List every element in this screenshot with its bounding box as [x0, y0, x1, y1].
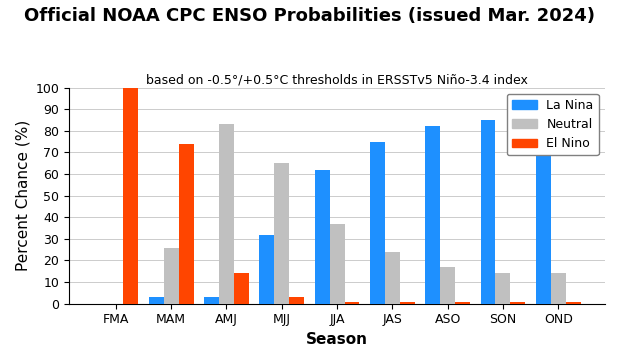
- Bar: [123, 88, 138, 304]
- Bar: [536, 120, 551, 304]
- Bar: [440, 267, 455, 304]
- Y-axis label: Percent Chance (%): Percent Chance (%): [15, 120, 30, 271]
- Bar: [370, 142, 385, 304]
- Bar: [290, 297, 304, 304]
- Legend: La Nina, Neutral, El Nino: La Nina, Neutral, El Nino: [507, 94, 599, 155]
- Bar: [345, 302, 360, 304]
- Text: Official NOAA CPC ENSO Probabilities (issued Mar. 2024): Official NOAA CPC ENSO Probabilities (is…: [25, 7, 595, 25]
- Title: based on -0.5°/+0.5°C thresholds in ERSSTv5 Niño-3.4 index: based on -0.5°/+0.5°C thresholds in ERSS…: [146, 73, 528, 87]
- Bar: [219, 124, 234, 304]
- X-axis label: Season: Season: [306, 332, 368, 347]
- Bar: [330, 224, 345, 304]
- Bar: [495, 273, 510, 304]
- Bar: [164, 248, 179, 304]
- Bar: [274, 163, 290, 304]
- Bar: [149, 297, 164, 304]
- Bar: [400, 302, 415, 304]
- Bar: [315, 170, 330, 304]
- Bar: [551, 273, 565, 304]
- Bar: [385, 252, 400, 304]
- Bar: [455, 302, 470, 304]
- Bar: [234, 273, 249, 304]
- Bar: [179, 144, 193, 304]
- Bar: [204, 297, 219, 304]
- Bar: [510, 302, 525, 304]
- Bar: [259, 235, 274, 304]
- Bar: [425, 126, 440, 304]
- Bar: [565, 302, 581, 304]
- Bar: [480, 120, 495, 304]
